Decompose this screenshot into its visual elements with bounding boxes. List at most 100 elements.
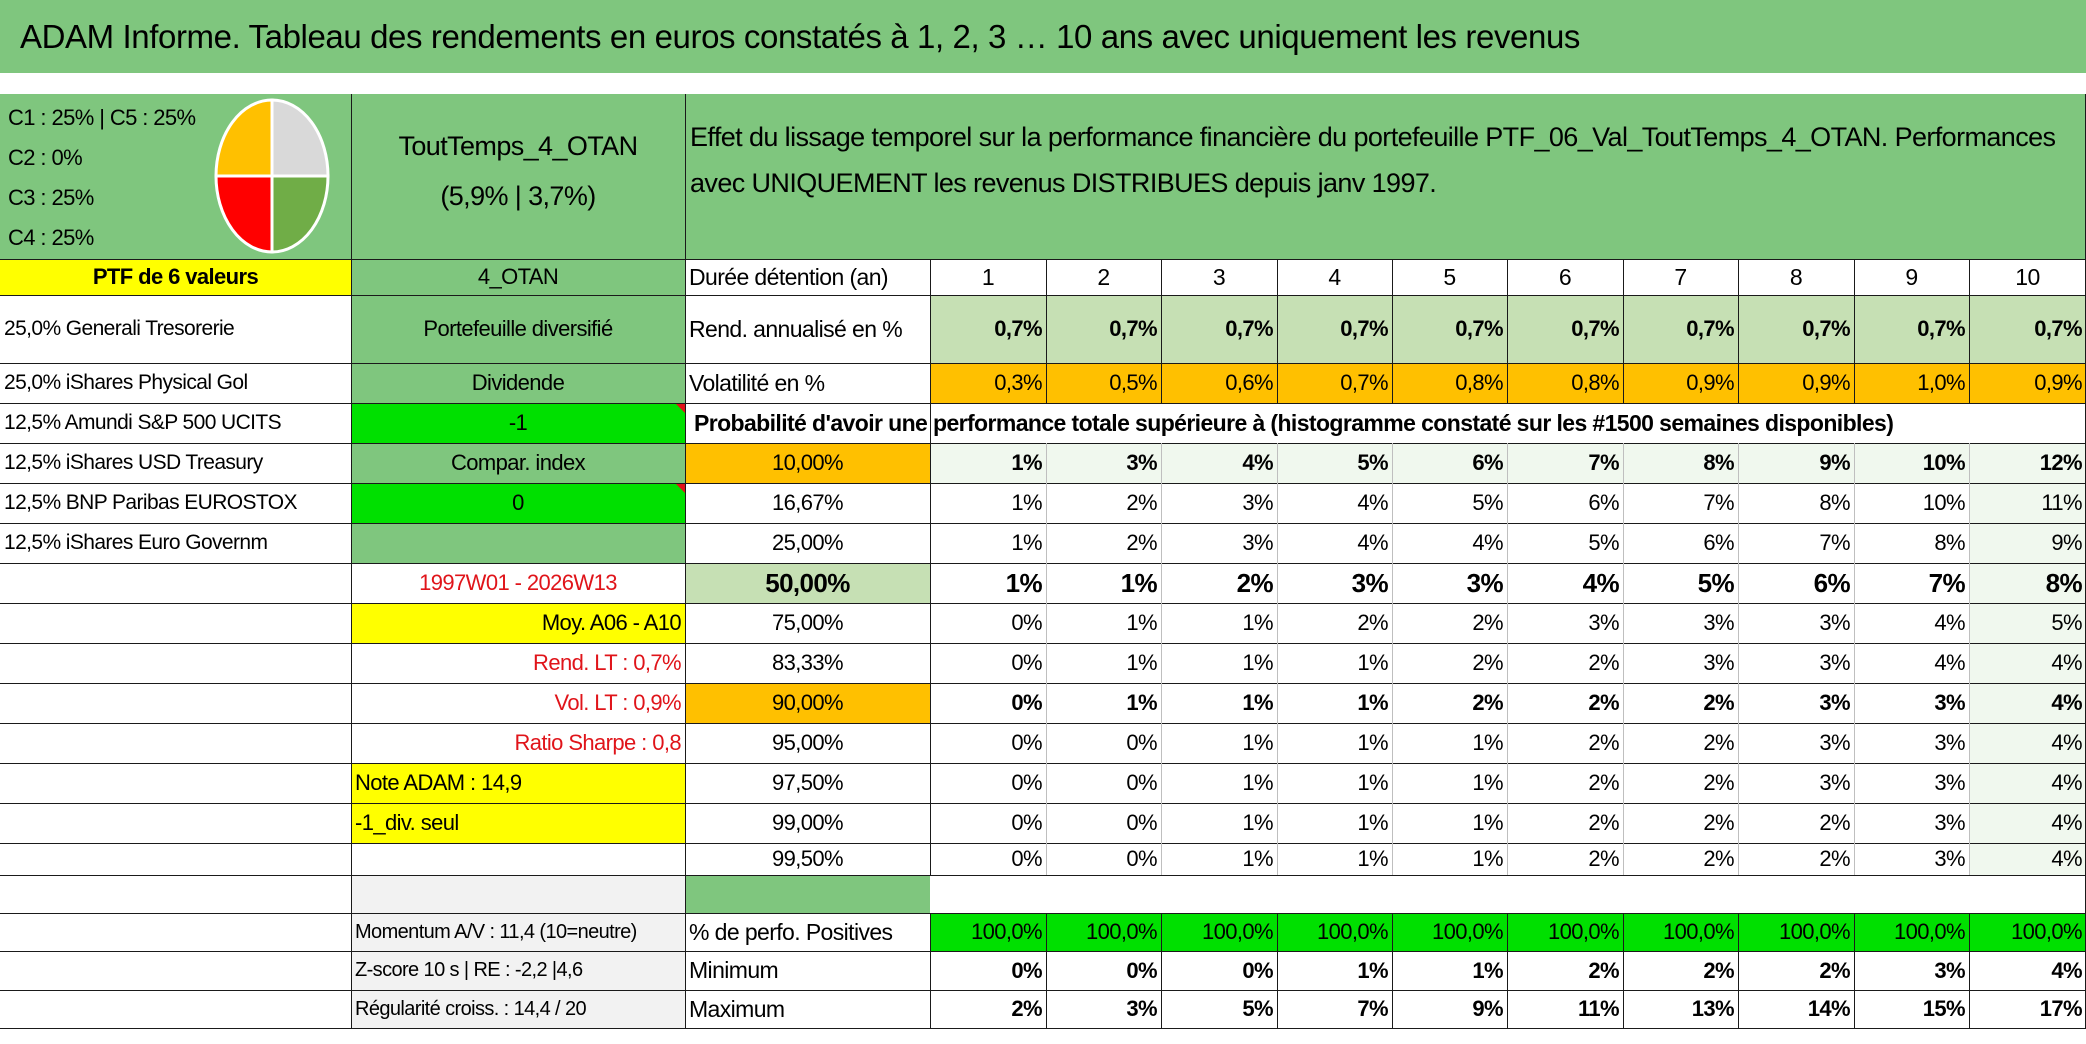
quantile-value: 12% — [1969, 443, 2086, 483]
quantile-value: 4% — [1472, 530, 1503, 555]
div-seul: -1_div. seul — [351, 803, 685, 843]
minimum-value: 0% — [1242, 957, 1273, 983]
quantile-label: 83,33% — [771, 650, 844, 675]
grid-line — [930, 403, 931, 875]
grid-line — [0, 951, 2086, 952]
holding-item: 12,5% iShares Euro Governm — [4, 531, 268, 554]
grid-line — [0, 259, 2086, 260]
quantile-value: 4% — [1969, 723, 2086, 763]
quantile-value: 0% — [1126, 730, 1157, 755]
quantile-value: 1% — [1126, 690, 1157, 715]
quantile-label: 50,00% — [685, 563, 930, 603]
compar-index-button[interactable]: Compar. index — [351, 443, 685, 483]
quantile-value: 2% — [1588, 846, 1619, 871]
allocation-line: C2 : 0% — [8, 145, 83, 170]
pie-slice — [214, 98, 274, 178]
grid-line — [1507, 913, 1508, 1028]
quantile-value: 10% — [1854, 443, 1969, 483]
field-1-input[interactable]: -1 — [351, 403, 685, 443]
positive-value: 100,0% — [1623, 913, 1738, 951]
minimum-value: 0% — [1126, 957, 1157, 983]
year-header: 3 — [1212, 263, 1226, 290]
maximum-value: 14% — [1807, 996, 1851, 1021]
grid-line — [0, 843, 2086, 844]
quantile-value: 0% — [1011, 650, 1042, 675]
quantile-value: 0% — [1126, 810, 1157, 835]
quantile-value: 3% — [1819, 690, 1850, 715]
vol-value: 0,5% — [1046, 363, 1161, 403]
quantile-value: 1% — [1126, 610, 1157, 635]
positive-value: 100,0% — [930, 913, 1046, 951]
quantile-label: 99,00% — [771, 810, 844, 835]
year-header: 7 — [1674, 263, 1687, 290]
quantile-value: 3% — [1934, 770, 1965, 795]
rend-lt: Rend. LT : 0,7% — [533, 650, 682, 675]
quantile-value: 5% — [1588, 530, 1619, 555]
quantile-value: 7% — [1928, 567, 1966, 598]
vol-label: Volatilité en % — [689, 369, 825, 396]
quantile-value: 2% — [1126, 490, 1157, 515]
portfolio-size-label: PTF de 6 valeurs — [0, 259, 351, 295]
quantile-value: 3% — [1703, 610, 1734, 635]
quantile-value: 3% — [1046, 443, 1161, 483]
quantile-label: 99,50% — [771, 846, 844, 871]
grid-line — [1046, 443, 1047, 875]
quantile-value: 1% — [1011, 490, 1042, 515]
quantile-value: 3% — [1242, 490, 1273, 515]
quantile-label: 16,67% — [771, 490, 844, 515]
grid-line — [1738, 443, 1739, 875]
grid-line — [1738, 259, 1739, 403]
portfolio-name: ToutTemps_4_OTAN — [398, 130, 638, 161]
grid-line — [1969, 443, 1970, 875]
maximum-value: 5% — [1242, 996, 1273, 1021]
pie-slice — [270, 98, 330, 178]
allocation-line: C3 : 25% — [8, 185, 94, 210]
pie-slice — [214, 174, 274, 254]
grid-line — [0, 523, 2086, 524]
maximum-value: 3% — [1126, 996, 1157, 1021]
positive-value: 100,0% — [1161, 913, 1277, 951]
quantile-value: 7% — [1507, 443, 1623, 483]
quantile-value: 4% — [1161, 443, 1277, 483]
holding-item: 12,5% Amundi S&P 500 UCITS — [4, 411, 282, 434]
quantile-value: 4% — [1969, 803, 2086, 843]
portfolio-description: Effet du lissage temporel sur la perform… — [690, 122, 2056, 198]
quantile-value: 3% — [1703, 650, 1734, 675]
grid-line — [0, 563, 2086, 564]
quantile-value: 7% — [1819, 530, 1850, 555]
empty-grey-cell — [351, 875, 685, 913]
year-header: 8 — [1789, 263, 1803, 290]
holding-item: 25,0% iShares Physical Gol — [4, 371, 248, 394]
grid-line — [0, 763, 2086, 764]
year-header: 2 — [1097, 263, 1110, 290]
quantile-value: 11% — [1969, 483, 2086, 523]
quantile-value: 2% — [1588, 810, 1619, 835]
quantile-value: 2% — [1703, 770, 1734, 795]
quantile-value: 0% — [1011, 770, 1042, 795]
year-header: 1 — [981, 263, 995, 290]
quantile-value: 8% — [1819, 490, 1850, 515]
quantile-value: 4% — [1357, 530, 1388, 555]
grid-line — [0, 723, 2086, 724]
quantile-value: 1% — [1126, 650, 1157, 675]
vol-value: 0,6% — [1161, 363, 1277, 403]
quantile-value: 4% — [1357, 490, 1388, 515]
vol-value: 1,0% — [1854, 363, 1969, 403]
maximum-value: 11% — [1577, 996, 1620, 1021]
quantile-value: 1% — [1242, 846, 1273, 871]
vol-value: 0,9% — [1623, 363, 1738, 403]
quantile-value: 1% — [1242, 650, 1273, 675]
year-header: 9 — [1905, 263, 1918, 290]
grid-line — [1392, 913, 1393, 1028]
empty-green-cell — [351, 523, 685, 563]
field-2-input[interactable]: 0 — [351, 483, 685, 523]
positive-value: 100,0% — [1277, 913, 1392, 951]
minimum-value: 1% — [1357, 957, 1388, 983]
quantile-value: 2% — [1236, 567, 1274, 598]
quantile-value: 6% — [1392, 443, 1507, 483]
grid-line — [1161, 259, 1162, 403]
quantile-value: 5% — [1969, 603, 2086, 643]
minimum-value: 2% — [1588, 957, 1619, 983]
holding-item: 25,0% Generali Tresorerie — [4, 317, 235, 340]
